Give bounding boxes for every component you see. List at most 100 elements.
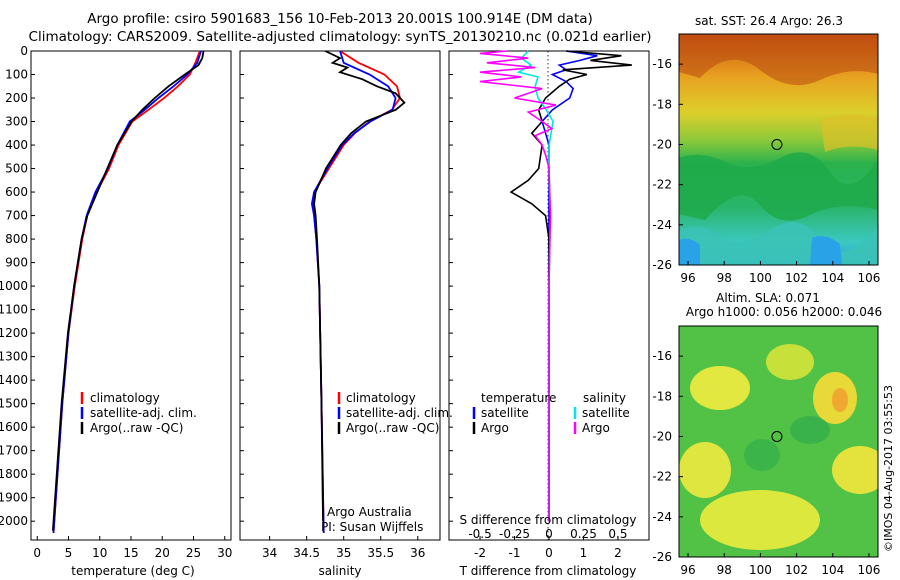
sla-map-title: Altim. SLA: 0.071	[716, 291, 820, 305]
sal-x-tick-label: 35	[336, 546, 351, 560]
temp-y-tick-label: 2000	[0, 514, 28, 528]
map-x-tick-label: 100	[749, 563, 772, 577]
temp-y-tick-label: 200	[5, 91, 28, 105]
diff-s-tick-label: -0.25	[499, 527, 530, 541]
temp-y-tick-label: 300	[5, 115, 28, 129]
series-t-argo	[509, 50, 632, 522]
series-climatology	[52, 50, 201, 533]
diff-x-tick-label: 1	[580, 546, 588, 560]
sst-map-title: sat. SST: 26.4 Argo: 26.3	[695, 14, 843, 28]
legend-argo-label: Argo(..raw -QC)	[90, 421, 183, 435]
temp-y-tick-label: 400	[5, 138, 28, 152]
legend-t-argo-label: Argo	[481, 421, 509, 435]
temperature-y-axis: 0 100 200 300 400 500 600 700 800 900 1000 1100 1200…	[0, 44, 35, 528]
salinity-legend: climatology satellite-adj. clim. Argo(..…	[337, 391, 453, 435]
map-x-tick-label: 100	[749, 271, 772, 285]
map-y-tick-label: -20	[652, 429, 672, 443]
difference-series	[479, 50, 632, 522]
difference-y-ticks	[449, 50, 453, 522]
temp-x-tick-label: 0	[33, 546, 41, 560]
sal-legend-argo-label: Argo(..raw -QC)	[346, 421, 439, 435]
salinity-panel	[239, 50, 441, 541]
salinity-xlabel: salinity	[318, 564, 361, 578]
diff-s-tick-label: 0	[545, 527, 553, 541]
diff-x-tick-label: -2	[474, 546, 486, 560]
map-x-tick-label: 96	[680, 563, 695, 577]
temp-x-tick-label: 5	[65, 546, 73, 560]
sla-map-frame	[678, 325, 879, 558]
map-x-tick-label: 102	[785, 271, 808, 285]
map-y-tick-label: -22	[652, 178, 672, 192]
series-satellite-adj-clim-	[52, 50, 202, 533]
map-y-tick-label: -16	[652, 57, 672, 71]
temp-y-tick-label: 1300	[0, 350, 28, 364]
temp-y-tick-label: 500	[5, 162, 28, 176]
temp-x-tick-label: 25	[186, 546, 201, 560]
map-x-tick-label: 102	[785, 563, 808, 577]
series-s-satellite	[516, 50, 554, 522]
figure-subtitle: Climatology: CARS2009. Satellite-adjuste…	[28, 29, 652, 45]
temp-y-tick-label: 600	[5, 185, 28, 199]
temp-x-tick-label: 20	[155, 546, 170, 560]
map-x-tick-label: 96	[680, 271, 695, 285]
diff-s-tick-label: 0.5	[608, 527, 627, 541]
temp-x-tick-label: 10	[92, 546, 107, 560]
difference-legend: temperature salinity satellite Argo sate…	[472, 391, 630, 435]
sal-x-tick-label: 34	[262, 546, 277, 560]
sla-argo-location-marker	[771, 430, 783, 442]
salinity-y-ticks	[240, 50, 244, 522]
temperature-legend: climatology satellite-adj. clim. Argo(..…	[80, 391, 197, 435]
sal-x-tick-label: 34.5	[293, 546, 320, 560]
temp-y-tick-label: 0	[20, 44, 28, 58]
figure-title: Argo profile: csiro 5901683_156 10-Feb-2…	[87, 11, 593, 27]
map-x-tick-label: 98	[717, 563, 732, 577]
temp-y-tick-label: 900	[5, 256, 28, 270]
diff-s-tick-label: 0.25	[570, 527, 597, 541]
temp-y-tick-label: 1000	[0, 279, 28, 293]
map-y-tick-label: -16	[652, 349, 672, 363]
salinity-series	[310, 50, 406, 533]
legend-t-satellite-label: satellite	[481, 406, 529, 420]
series-t-satellite	[541, 50, 598, 522]
sst-map-frame	[678, 33, 879, 266]
difference-x-axis: -2 -1 0 1 2 -0.5 -0.25 0 0.25 0.5	[468, 527, 627, 560]
series-argo-raw-qc-	[313, 50, 406, 522]
imos-credit: ©IMOS 04-Aug-2017 03:55:53	[882, 385, 895, 552]
map-y-tick-label: -22	[652, 470, 672, 484]
argo-australia-annotation: Argo Australia	[327, 505, 412, 519]
sal-x-tick-label: 36	[410, 546, 425, 560]
series-satellite-adj-clim-	[310, 50, 397, 533]
sst-argo-location-marker	[771, 138, 783, 150]
temp-y-tick-label: 800	[5, 232, 28, 246]
series-climatology	[311, 50, 401, 533]
legend-s-satellite-label: satellite	[582, 406, 630, 420]
map-y-tick-label: -18	[652, 389, 672, 403]
map-x-tick-label: 98	[717, 271, 732, 285]
map-x-tick-label: 106	[858, 563, 881, 577]
sst-map-axes: 96 98 100 102 104 106 -16 -18 -20 -22 -24 -26	[652, 57, 880, 285]
map-y-tick-label: -18	[652, 97, 672, 111]
map-y-tick-label: -24	[652, 510, 672, 524]
sst-heatmap	[679, 34, 878, 265]
temp-x-tick-label: 15	[123, 546, 138, 560]
legend-climatology-label: climatology	[90, 391, 160, 405]
temp-y-tick-label: 1700	[0, 444, 28, 458]
legend-s-argo-label: Argo	[582, 421, 610, 435]
legend-satellite-label: satellite-adj. clim.	[90, 406, 197, 420]
t-difference-xlabel: T difference from climatology	[459, 564, 637, 578]
diff-s-tick-label: -0.5	[468, 527, 491, 541]
temperature-series	[52, 50, 205, 533]
sal-legend-climatology-label: climatology	[346, 391, 416, 405]
sla-map-axes: 96 98 100 102 104 106 -16 -18 -20 -22 -24 -26	[652, 349, 880, 577]
diff-x-tick-label: 0	[545, 546, 553, 560]
map-x-tick-label: 104	[821, 563, 844, 577]
series-s-argo	[479, 50, 557, 522]
sal-x-tick-label: 35.5	[367, 546, 394, 560]
temp-x-tick-label: 30	[217, 546, 232, 560]
map-y-tick-label: -26	[652, 258, 672, 272]
temp-y-tick-label: 1800	[0, 467, 28, 481]
pi-annotation: PI: Susan Wijffels	[321, 520, 423, 534]
sla-heatmap	[679, 326, 878, 557]
sal-legend-satellite-label: satellite-adj. clim.	[346, 406, 453, 420]
